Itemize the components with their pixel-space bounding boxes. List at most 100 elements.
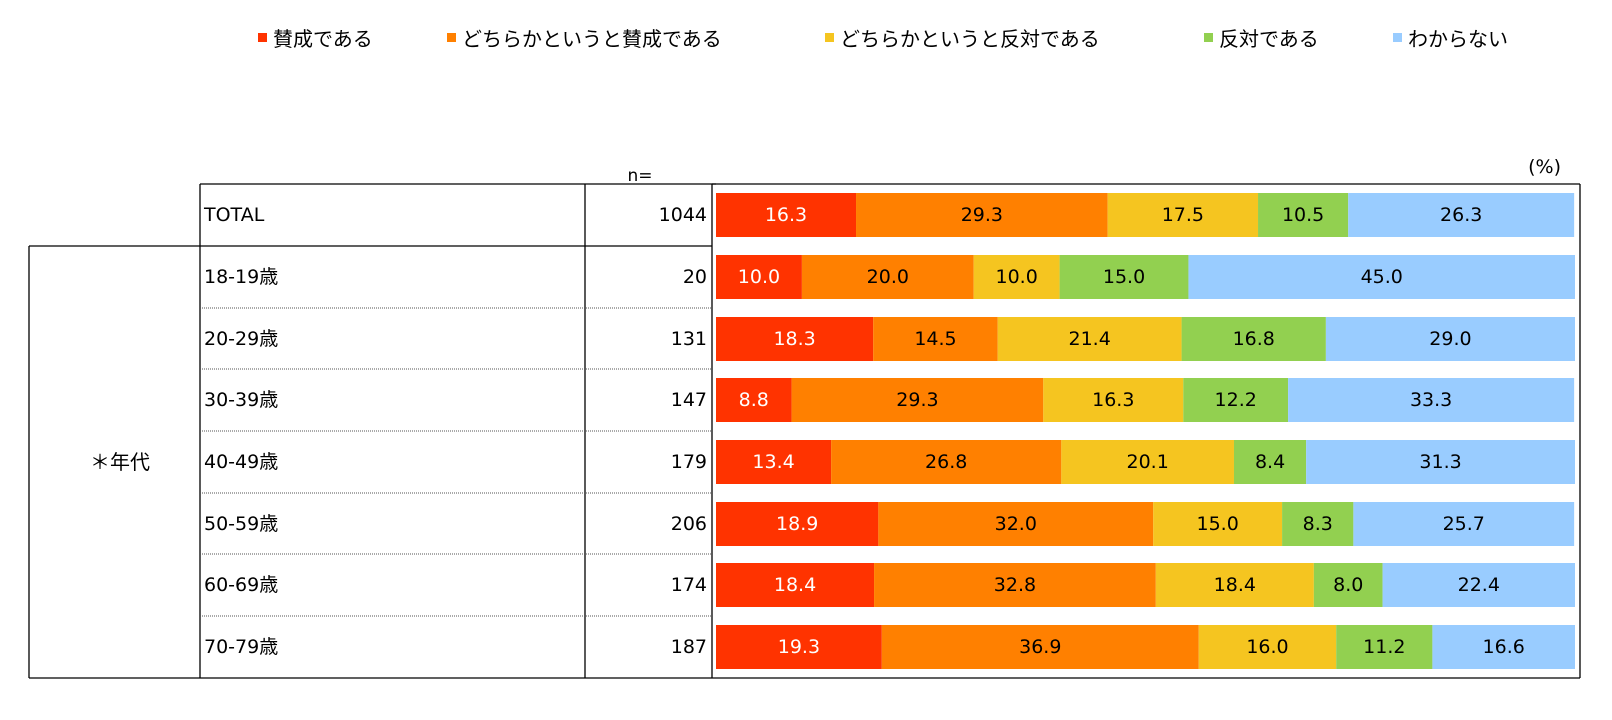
bar-segment-4 (1336, 625, 1433, 669)
data-label: 8.3 (1303, 513, 1333, 535)
bar-segment-1 (716, 625, 882, 669)
data-label: 20.0 (867, 266, 909, 288)
data-label: 10.5 (1282, 204, 1324, 226)
bar-segment-3 (1043, 378, 1184, 422)
legend-item-disagree: 反対である (1204, 22, 1319, 52)
bar-segment-2 (878, 502, 1154, 546)
bar-segment-4 (1183, 378, 1289, 422)
category-label: 70-79歳 (204, 636, 278, 658)
data-label: 29.0 (1429, 328, 1471, 350)
data-label: 10.0 (995, 266, 1037, 288)
unit-label: (%) (1528, 156, 1561, 178)
legend-swatch-somewhat-agree (447, 32, 456, 42)
data-label: 13.4 (752, 451, 794, 473)
bar-segment-3 (1107, 193, 1259, 237)
bar-segment-3 (1153, 502, 1283, 546)
bar-segment-5 (1188, 255, 1575, 299)
n-value: 1044 (659, 204, 707, 226)
n-value: 20 (683, 266, 707, 288)
legend-item-somewhat-disagree: どちらかというと反対である (825, 22, 1100, 52)
data-label: 16.3 (1092, 389, 1134, 411)
legend-item-dont-know: わからない (1393, 22, 1508, 52)
bar-segment-2 (856, 193, 1108, 237)
bar-segment-1 (716, 193, 857, 237)
bar-segment-3 (1061, 440, 1234, 484)
data-label: 12.2 (1215, 389, 1257, 411)
n-value: 131 (671, 328, 707, 350)
data-label: 17.5 (1162, 204, 1204, 226)
bar-segment-3 (1155, 563, 1314, 607)
bar-segment-5 (1353, 502, 1575, 546)
bar-segment-1 (716, 440, 832, 484)
bar-segment-5 (1288, 378, 1575, 422)
data-label: 10.0 (738, 266, 780, 288)
bar-segment-3 (997, 317, 1182, 361)
data-label: 16.0 (1246, 636, 1288, 658)
legend: 賛成である どちらかというと賛成である どちらかというと反対である 反対である … (0, 22, 1612, 52)
category-label: 20-29歳 (204, 328, 278, 350)
legend-item-agree: 賛成である (258, 22, 373, 52)
n-value: 174 (671, 574, 707, 596)
category-label: 18-19歳 (204, 266, 278, 288)
legend-swatch-agree (258, 32, 267, 42)
legend-swatch-disagree (1204, 32, 1213, 42)
legend-label-somewhat-disagree: どちらかというと反対である (840, 26, 1100, 51)
table-text: n= (%) ＊年代 TOTAL 1044 18-19歳 20 20-29歳 131 30-39歳… (90, 156, 1561, 658)
data-label: 32.8 (994, 574, 1036, 596)
data-label: 32.0 (995, 513, 1037, 535)
bar-segment-1 (716, 255, 802, 299)
bar-segment-5 (1306, 440, 1575, 484)
bar-segment-4 (1313, 563, 1383, 607)
bar-segment-2 (873, 317, 998, 361)
n-value: 147 (671, 389, 707, 411)
data-label: 36.9 (1019, 636, 1061, 658)
bar-segment-4 (1282, 502, 1354, 546)
data-label: 16.8 (1233, 328, 1275, 350)
bar-segment-5 (1325, 317, 1575, 361)
bar-segment-1 (716, 563, 875, 607)
data-label: 8.8 (739, 389, 769, 411)
data-label: 26.8 (925, 451, 967, 473)
data-label: 8.0 (1333, 574, 1363, 596)
legend-label-agree: 賛成である (273, 26, 373, 51)
data-label: 26.3 (1440, 204, 1482, 226)
data-label: 31.3 (1419, 451, 1461, 473)
n-value: 206 (671, 513, 707, 535)
data-label: 16.3 (765, 204, 807, 226)
category-label: 30-39歳 (204, 389, 278, 411)
bar-segment-2 (791, 378, 1044, 422)
data-label: 18.3 (773, 328, 815, 350)
legend-label-dont-know: わからない (1408, 26, 1508, 51)
bar-segment-1 (716, 502, 879, 546)
group-label: ＊年代 (90, 450, 150, 474)
bar-segment-5 (1432, 625, 1575, 669)
bar-segment-5 (1382, 563, 1575, 607)
n-value: 179 (671, 451, 707, 473)
data-label: 18.4 (1214, 574, 1256, 596)
bar-segment-4 (1181, 317, 1326, 361)
bar-segment-5 (1348, 193, 1575, 237)
bar-segment-2 (831, 440, 1062, 484)
data-label: 16.6 (1483, 636, 1525, 658)
bar-segments: 16.3 29.3 17.5 10.5 26.3 10.0 20.0 10.0 15.0 45.0… (716, 193, 1575, 669)
bar-segment-4 (1233, 440, 1307, 484)
data-label: 19.3 (778, 636, 820, 658)
bar-segment-1 (716, 378, 792, 422)
bar-segment-3 (973, 255, 1060, 299)
data-label: 33.3 (1410, 389, 1452, 411)
n-header-label: n= (627, 166, 652, 186)
data-label: 8.4 (1255, 451, 1285, 473)
bar-segment-4 (1258, 193, 1349, 237)
bar-segment-4 (1059, 255, 1189, 299)
data-label: 18.4 (774, 574, 816, 596)
data-label: 29.3 (961, 204, 1003, 226)
bar-segment-1 (716, 317, 874, 361)
bar-segment-3 (1198, 625, 1337, 669)
legend-swatch-dont-know (1393, 32, 1402, 42)
category-label: 50-59歳 (204, 513, 278, 535)
data-label: 25.7 (1443, 513, 1485, 535)
data-label: 11.2 (1363, 636, 1405, 658)
legend-label-somewhat-agree: どちらかというと賛成である (462, 26, 722, 51)
data-label: 22.4 (1458, 574, 1500, 596)
